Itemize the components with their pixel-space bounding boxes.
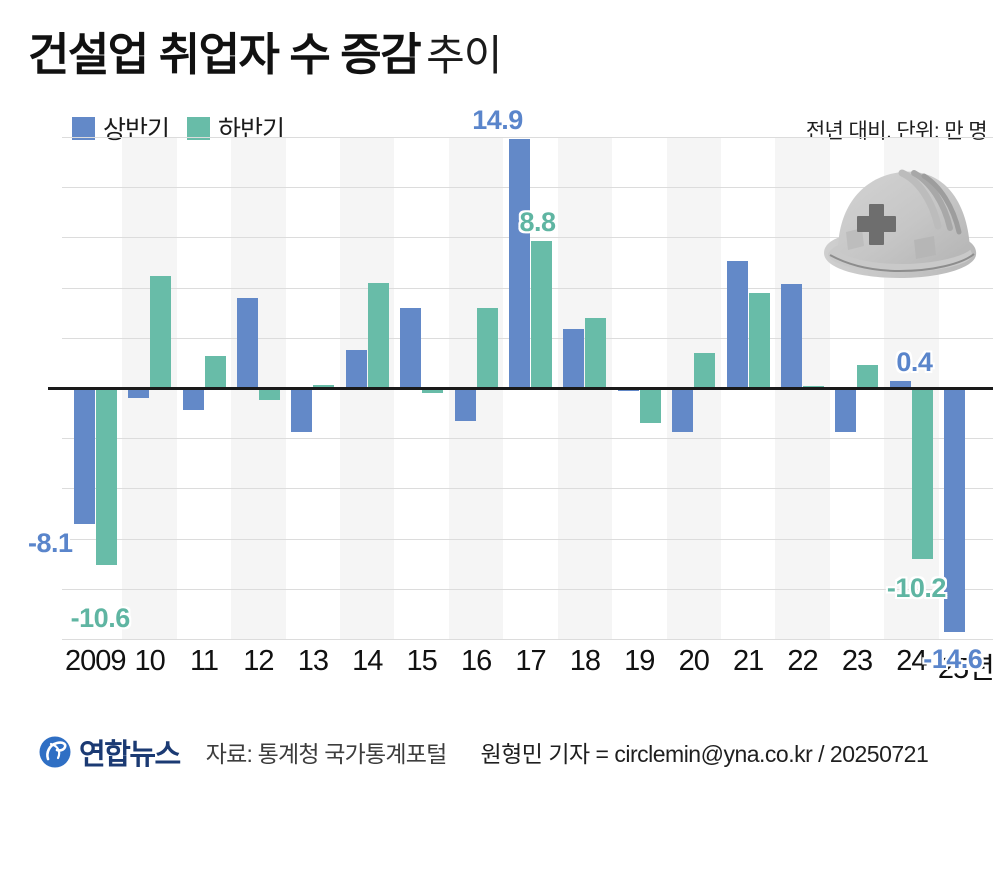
chart-plot-area: 15129630-3-6-9-12-15-8.1-10.614.98.80.4-…	[28, 105, 993, 674]
source-note: 자료: 통계청 국가통계포털	[205, 741, 448, 767]
chart-bar[interactable]	[509, 138, 530, 388]
x-axis-tick-label: 20	[678, 645, 710, 677]
chart-bar[interactable]	[835, 388, 857, 432]
page-title-strong: 건설업 취업자 수 증감	[28, 29, 422, 80]
chart-bar[interactable]	[182, 388, 204, 410]
chart-bar[interactable]	[911, 388, 933, 559]
byline-note: 원형민 기자 = circlemin@yna.co.kr / 20250721	[480, 741, 929, 767]
yonhap-logo-text: 연합뉴스	[79, 739, 181, 771]
x-axis-tick-label: 15	[406, 645, 438, 677]
chart-bar[interactable]	[313, 385, 335, 388]
x-axis-tick-label: 24	[896, 645, 927, 677]
x-axis-tick-label: 13	[297, 645, 329, 677]
x-axis-tick-label: 22	[787, 645, 818, 677]
x-axis-tick-label: 19	[624, 645, 655, 677]
chart-zero-baseline	[48, 387, 993, 390]
chart-data-label: 8.8	[519, 206, 556, 237]
chart-gridline	[62, 639, 993, 640]
x-axis-tick-label: 2009	[64, 645, 127, 677]
chart-bar[interactable]	[748, 292, 770, 388]
chart-bar[interactable]	[150, 275, 172, 388]
chart-bar[interactable]	[73, 388, 95, 524]
chart-bar[interactable]	[563, 329, 585, 388]
chart-x-axis: 2009 10 11 12 13 14 15 16 17 18 19 20 21 22 23 24 25년	[65, 645, 995, 689]
chart-bar[interactable]	[781, 284, 803, 388]
chart-bar[interactable]	[236, 297, 258, 388]
chart-gridline	[62, 488, 993, 490]
chart-bar[interactable]	[944, 388, 966, 633]
chart-data-label: -8.1	[27, 527, 73, 558]
footer: 연합뉴스 자료: 통계청 국가통계포털 원형민 기자 = circlemin@y…	[0, 722, 1005, 782]
chart-gridline	[62, 438, 993, 440]
chart-bar[interactable]	[291, 388, 313, 432]
chart-bar[interactable]	[95, 388, 117, 566]
chart-bar[interactable]	[726, 260, 748, 388]
chart-bar[interactable]	[367, 282, 389, 388]
chart-bar[interactable]	[889, 381, 911, 388]
chart-bar[interactable]	[694, 352, 716, 388]
chart-bar[interactable]	[258, 388, 280, 400]
x-axis-tick-label: 12	[243, 645, 274, 677]
chart-bar[interactable]	[204, 356, 226, 388]
legend-swatch-first-half	[72, 116, 95, 140]
chart-bar[interactable]	[672, 388, 694, 432]
chart-data-label: -14.6	[923, 644, 983, 675]
x-axis-tick-label: 10	[134, 645, 165, 677]
x-axis-tick-label: 18	[569, 645, 601, 677]
page-title: 건설업 취업자 수 증감 추이	[28, 18, 502, 83]
chart-bar[interactable]	[345, 349, 367, 388]
chart-bar[interactable]	[476, 307, 498, 388]
chart-bar[interactable]	[128, 388, 150, 399]
x-axis-tick-label: 11	[189, 645, 219, 677]
chart-bar[interactable]	[639, 388, 661, 424]
x-axis-tick-label: 25년	[937, 653, 995, 685]
chart-data-label: 0.4	[896, 347, 933, 378]
yonhap-logo-icon	[38, 735, 72, 769]
x-axis-tick-label: 16	[460, 645, 492, 677]
chart-data-label: 14.9	[472, 104, 523, 135]
chart-bar[interactable]	[454, 388, 476, 422]
page-title-light: 추이	[426, 32, 502, 79]
chart-bar[interactable]	[585, 317, 607, 388]
safety-helmet-icon	[810, 158, 995, 293]
x-axis-tick-label: 14	[352, 645, 383, 677]
yonhap-logo: 연합뉴스	[38, 731, 181, 773]
chart-gridline	[62, 588, 993, 590]
chart-bar[interactable]	[422, 388, 444, 394]
chart-bar[interactable]	[857, 364, 879, 388]
chart-bar[interactable]	[531, 240, 552, 388]
x-axis-tick-label: 17	[515, 645, 546, 677]
chart-bar[interactable]	[400, 307, 422, 388]
legend-swatch-second-half	[187, 116, 211, 140]
x-axis-tick-label: 21	[733, 645, 764, 677]
x-axis-tick-label: 23	[841, 645, 873, 677]
chart-data-label: -10.6	[70, 603, 131, 634]
chart-data-label: -10.2	[886, 572, 947, 603]
chart-gridline	[62, 137, 993, 138]
chart-gridline	[62, 538, 993, 540]
